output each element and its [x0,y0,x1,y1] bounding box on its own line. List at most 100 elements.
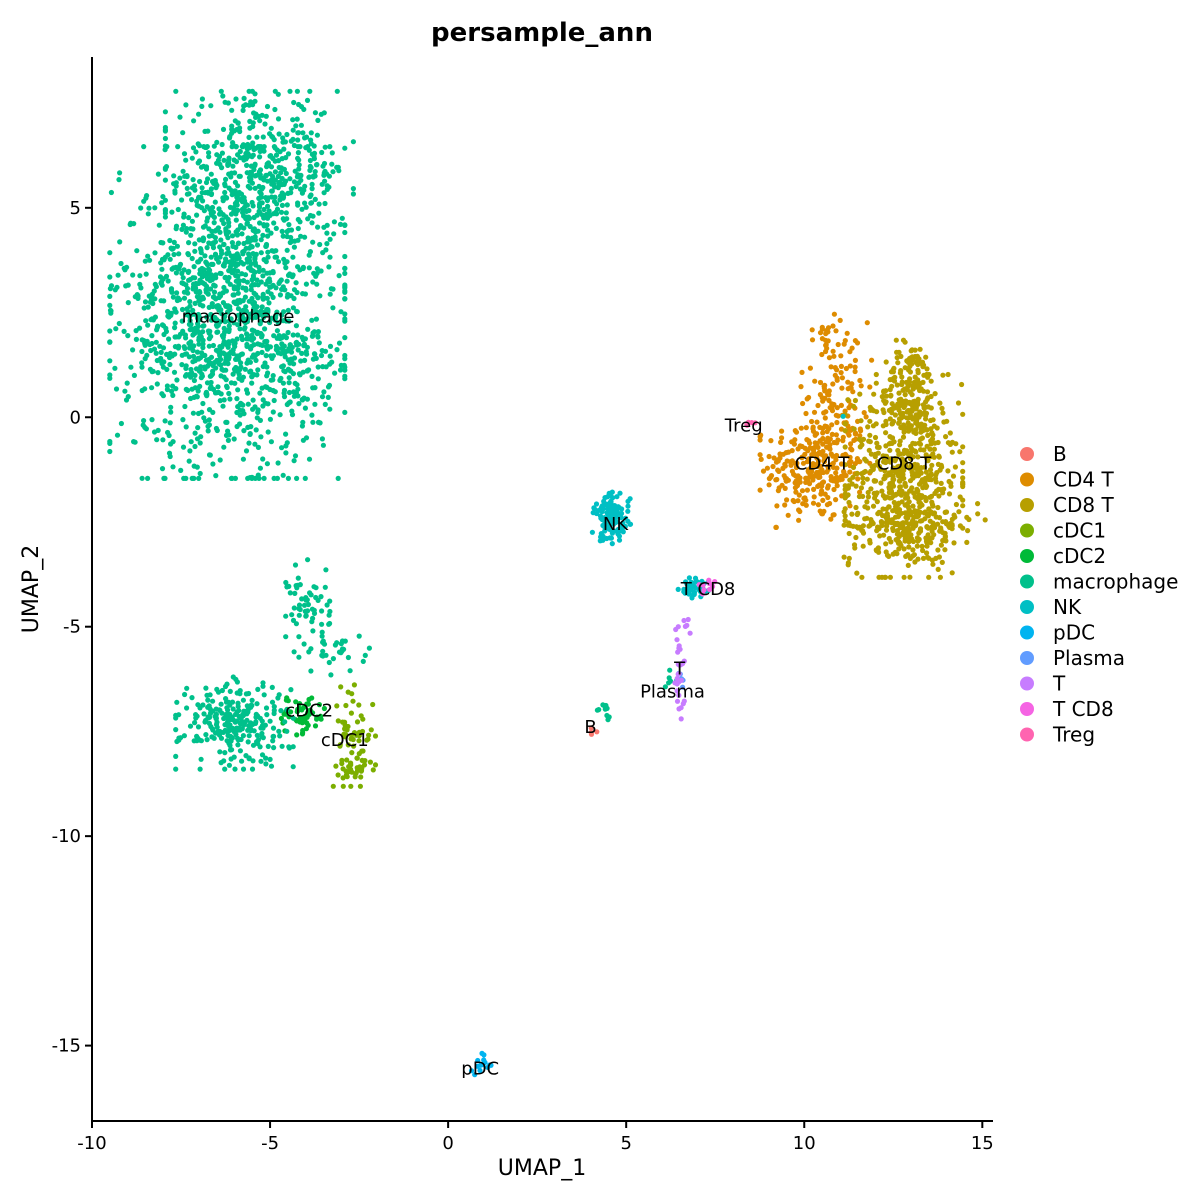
data-point [272,177,278,183]
data-point [244,162,250,168]
data-point [960,468,966,474]
data-point [263,211,270,217]
data-point [330,169,336,175]
data-point [208,724,214,730]
data-point [208,241,214,247]
data-point [179,226,185,232]
data-point [253,292,259,298]
y-tick-label: -15 [52,1036,81,1057]
data-point [907,555,914,562]
data-point [295,393,301,399]
data-point [256,113,262,119]
data-point [324,186,330,192]
data-point [810,500,817,506]
data-point [163,325,169,331]
data-point [342,373,348,379]
data-point [187,314,193,320]
data-point [273,285,279,291]
data-point [309,373,315,379]
data-point [782,502,788,508]
data-point [206,154,212,160]
data-point [842,408,848,414]
data-point [233,244,239,250]
data-point [472,1072,478,1078]
data-point [350,191,356,197]
data-point [250,742,257,748]
data-point [224,711,230,717]
data-point [314,281,320,287]
data-point [924,550,930,556]
data-point [285,357,291,363]
data-point [855,476,861,482]
data-point [240,195,246,201]
data-point [309,186,315,192]
data-point [284,278,290,284]
data-point [822,415,828,421]
data-point [309,412,315,418]
data-point [912,448,918,454]
data-point [237,326,243,332]
data-point [895,401,901,407]
data-point [219,150,225,156]
data-point [154,437,160,443]
data-point [219,165,225,171]
data-point [278,715,284,722]
data-point [350,698,356,704]
data-point [244,341,250,348]
data-point [608,493,614,499]
data-point [896,390,902,396]
legend-item-cd4-t: CD4 T [1020,468,1114,492]
data-point [887,459,893,465]
data-point [861,410,867,416]
data-point [244,711,250,717]
data-point [841,468,847,474]
data-point [242,272,249,278]
data-point [924,427,930,433]
data-point [920,547,926,554]
data-point [841,341,847,347]
data-point [247,125,253,131]
data-point [945,468,951,474]
data-point [243,102,249,108]
data-point [922,464,928,470]
data-point [272,106,278,113]
data-point [894,355,900,361]
data-point [908,348,914,354]
data-point [819,511,825,517]
data-point [838,473,844,479]
data-point [297,715,303,721]
data-point [107,250,113,256]
data-point [253,357,259,363]
data-point [284,440,290,446]
data-point [159,266,165,272]
data-point [811,494,817,500]
data-point [168,404,174,410]
data-point [905,515,911,521]
data-point [706,577,712,583]
data-point [268,353,274,359]
data-point [882,574,888,580]
data-point [783,450,789,456]
data-point [909,392,915,398]
data-point [316,340,322,346]
data-point [612,503,618,509]
data-point [313,273,319,279]
data-point [231,366,238,372]
data-point [192,720,198,726]
data-point [218,701,224,707]
data-point [214,724,220,730]
data-point [257,167,264,173]
data-point [318,713,324,719]
data-point [943,509,950,515]
data-point [914,420,920,426]
data-point [795,481,801,487]
data-point [261,692,267,698]
data-point [966,516,972,523]
legend-label: T [1052,672,1066,696]
data-point [212,199,218,205]
data-point [820,398,826,404]
data-point [205,428,211,434]
data-point [183,386,189,392]
data-point [900,434,907,440]
data-point [218,391,224,397]
